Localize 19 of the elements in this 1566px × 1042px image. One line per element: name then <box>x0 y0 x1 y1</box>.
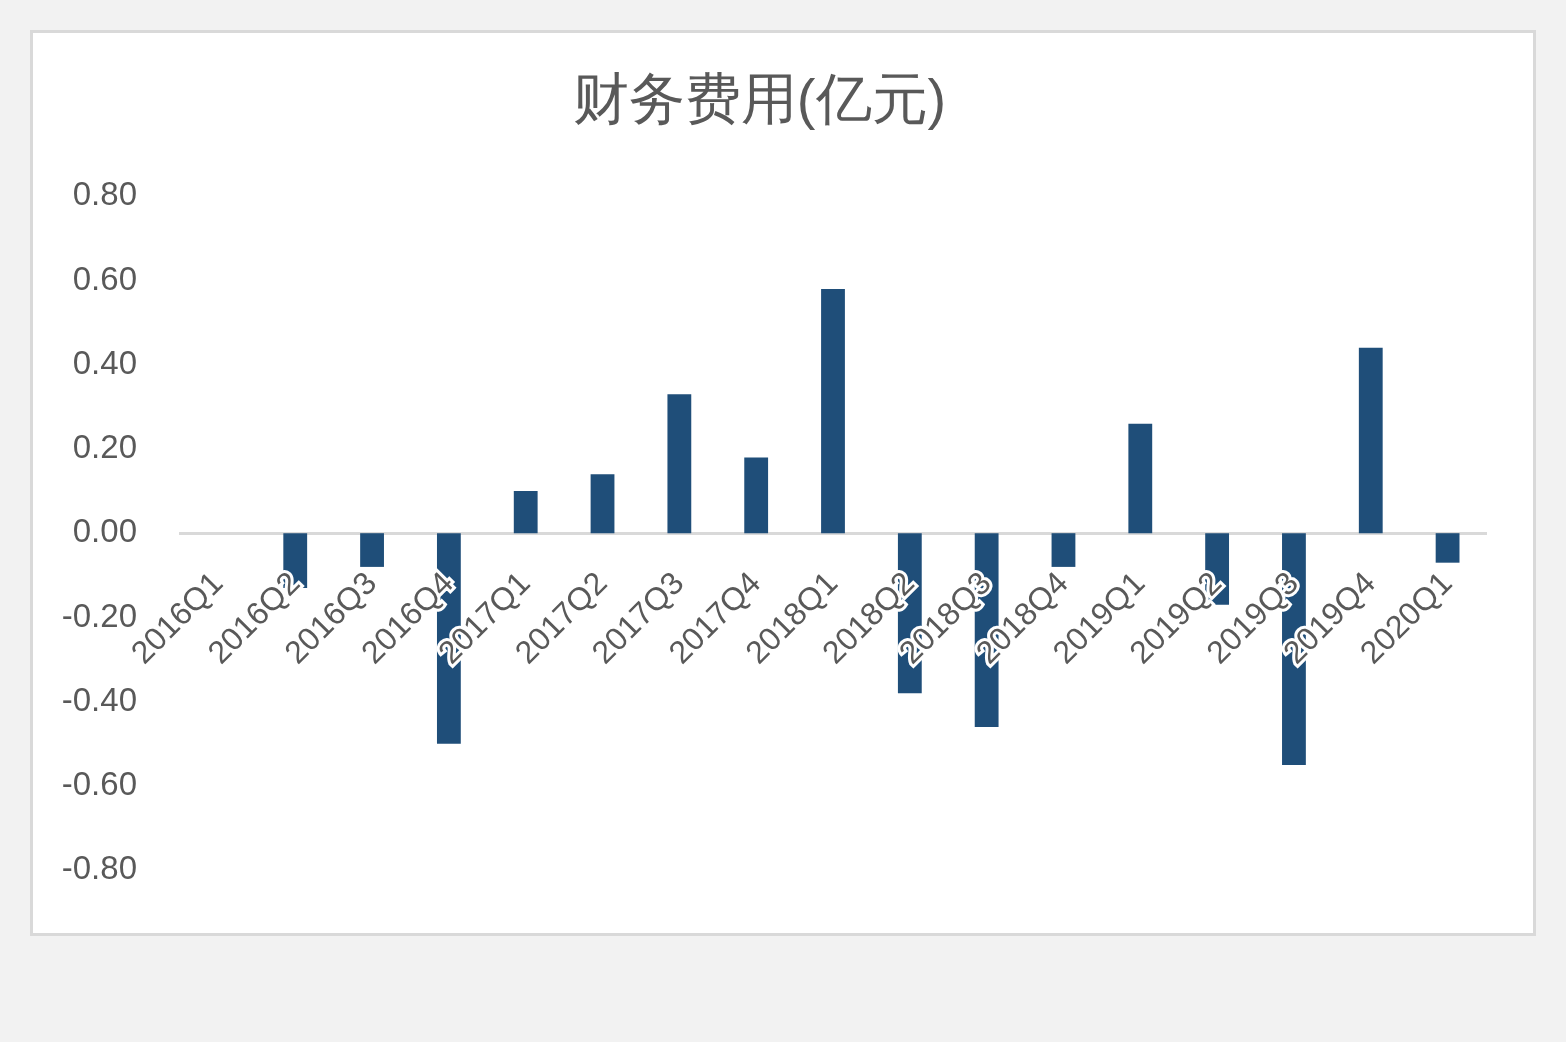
y-tick-label: 0.40 <box>72 343 137 381</box>
y-tick-label: -0.40 <box>61 680 137 718</box>
bar <box>667 394 692 534</box>
chart-title: 财务费用(亿元) <box>572 67 947 131</box>
bar <box>744 457 769 534</box>
y-tick-label: -0.80 <box>61 849 137 887</box>
y-tick-label: -0.60 <box>61 765 137 803</box>
y-tick-label: 0.80 <box>72 175 137 213</box>
y-tick-label: 0.00 <box>72 512 137 550</box>
bar <box>821 288 845 534</box>
bar <box>1051 533 1076 567</box>
bar <box>513 491 538 534</box>
y-tick-label: 0.20 <box>72 428 137 466</box>
bar <box>1435 533 1460 563</box>
bar <box>1128 423 1153 534</box>
y-tick-label: 0.60 <box>72 259 137 297</box>
bar <box>590 474 615 534</box>
bar <box>1358 347 1383 534</box>
bar <box>360 533 384 567</box>
